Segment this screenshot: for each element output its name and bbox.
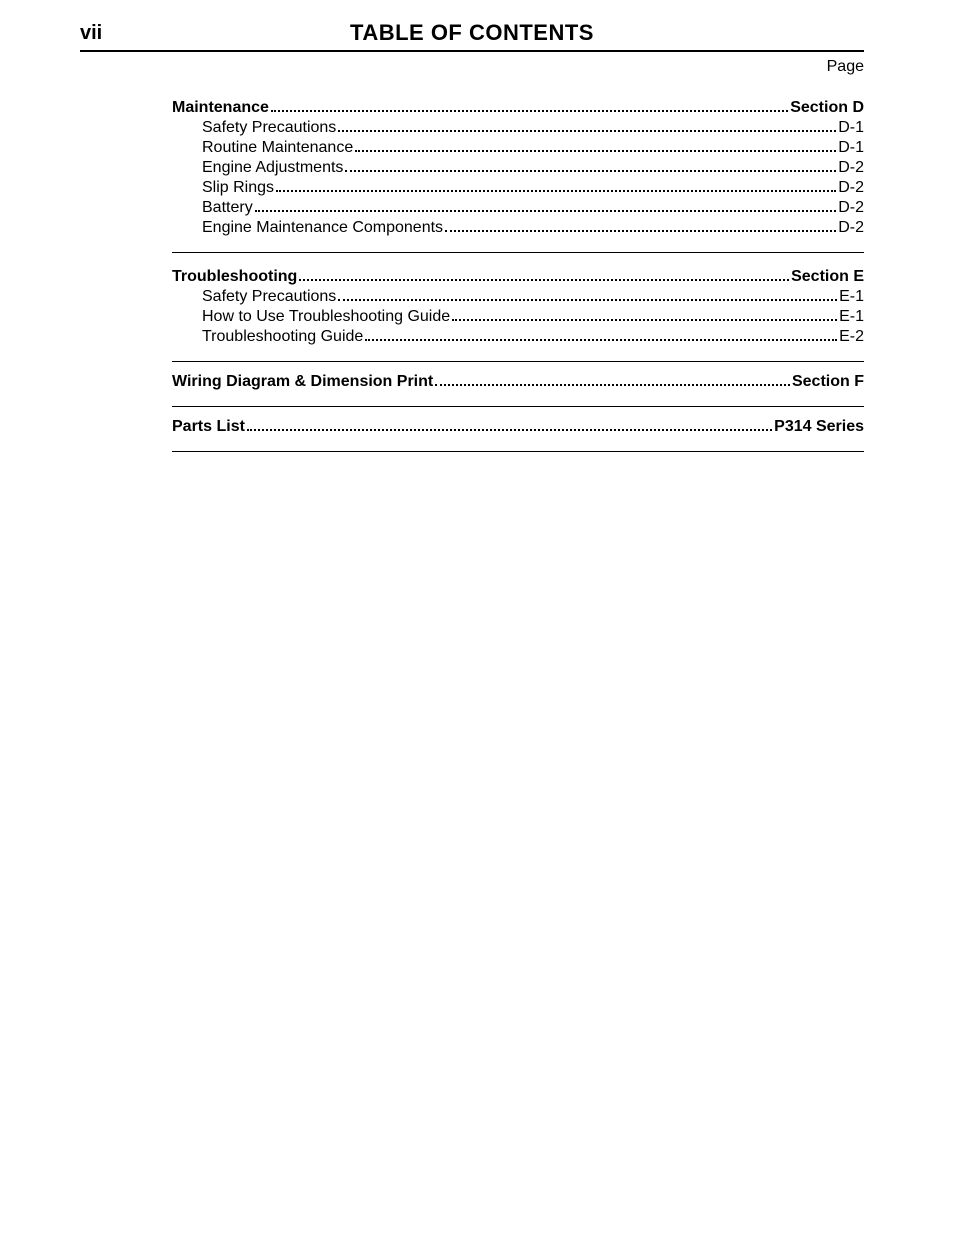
- toc-leader: [276, 179, 836, 192]
- toc-label: Safety Precautions: [202, 287, 336, 307]
- toc-label: Engine Maintenance Components: [202, 218, 443, 238]
- toc-page-ref: D-2: [838, 178, 864, 198]
- toc-section-heading: Parts List P314 Series: [172, 417, 864, 437]
- toc-label: Slip Rings: [202, 178, 274, 198]
- toc-label: Troubleshooting: [172, 267, 297, 287]
- toc-label: Safety Precautions: [202, 118, 336, 138]
- toc-leader: [299, 268, 789, 281]
- toc-label: Maintenance: [172, 98, 269, 118]
- toc-page-ref: Section E: [791, 267, 864, 287]
- toc-page-ref: E-2: [839, 327, 864, 347]
- toc-label: Parts List: [172, 417, 245, 437]
- toc-page-ref: D-2: [838, 198, 864, 218]
- toc-page-ref: D-1: [838, 138, 864, 158]
- section-rule: [172, 252, 864, 253]
- section-rule: [172, 451, 864, 452]
- toc-leader: [345, 159, 836, 172]
- toc-label: Battery: [202, 198, 253, 218]
- toc-leader: [255, 199, 837, 212]
- toc-label: Wiring Diagram & Dimension Print: [172, 372, 433, 392]
- toc-page-ref: Section D: [790, 98, 864, 118]
- toc-label: Routine Maintenance: [202, 138, 353, 158]
- toc-item: Routine Maintenance D-1: [172, 138, 864, 158]
- toc-item: How to Use Troubleshooting Guide E-1: [172, 307, 864, 327]
- toc-page-ref: D-1: [838, 118, 864, 138]
- toc-section-heading: Maintenance Section D: [172, 98, 864, 118]
- toc-item: Safety Precautions D-1: [172, 118, 864, 138]
- section-rule: [172, 406, 864, 407]
- page-title: TABLE OF CONTENTS: [80, 20, 864, 46]
- toc-leader: [271, 99, 788, 112]
- toc-leader: [435, 373, 790, 386]
- toc-page-ref: D-2: [838, 158, 864, 178]
- toc-label: Troubleshooting Guide: [202, 327, 363, 347]
- toc-leader: [355, 139, 836, 152]
- toc-page-ref: D-2: [838, 218, 864, 238]
- toc-page-ref: E-1: [839, 307, 864, 327]
- toc-page-ref: P314 Series: [774, 417, 864, 437]
- page-column-label: Page: [80, 58, 864, 76]
- header-row: vii TABLE OF CONTENTS: [80, 20, 864, 46]
- toc-leader: [365, 328, 837, 341]
- toc-leader: [445, 219, 836, 232]
- toc-item: Safety Precautions E-1: [172, 287, 864, 307]
- toc-label: How to Use Troubleshooting Guide: [202, 307, 450, 327]
- toc-page-ref: E-1: [839, 287, 864, 307]
- toc-item: Slip Rings D-2: [172, 178, 864, 198]
- section-rule: [172, 361, 864, 362]
- toc-item: Engine Maintenance Components D-2: [172, 218, 864, 238]
- toc-leader: [338, 288, 837, 301]
- toc-item: Engine Adjustments D-2: [172, 158, 864, 178]
- toc-page-ref: Section F: [792, 372, 864, 392]
- toc-content: Maintenance Section D Safety Precautions…: [80, 98, 864, 452]
- toc-item: Battery D-2: [172, 198, 864, 218]
- toc-label: Engine Adjustments: [202, 158, 343, 178]
- toc-section-heading: Troubleshooting Section E: [172, 267, 864, 287]
- toc-section-heading: Wiring Diagram & Dimension Print Section…: [172, 372, 864, 392]
- toc-item: Troubleshooting Guide E-2: [172, 327, 864, 347]
- page-number: vii: [80, 22, 102, 45]
- toc-leader: [247, 418, 772, 431]
- toc-leader: [452, 308, 837, 321]
- header-rule: [80, 50, 864, 52]
- toc-leader: [338, 119, 836, 132]
